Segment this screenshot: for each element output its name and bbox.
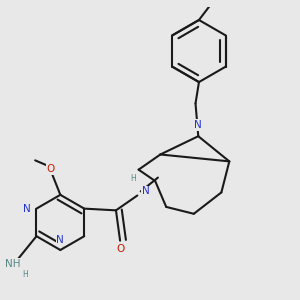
Text: H: H [130,175,136,184]
Text: H: H [22,270,28,279]
Text: O: O [117,244,125,254]
Text: N: N [23,204,31,214]
Text: N: N [142,186,150,197]
Text: N: N [194,120,202,130]
Text: NH: NH [4,259,20,269]
Text: N: N [56,235,64,245]
Text: O: O [46,164,55,174]
